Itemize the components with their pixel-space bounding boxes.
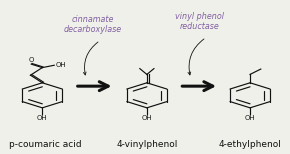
Text: OH: OH: [37, 115, 48, 121]
Text: cinnamate
decarboxylase: cinnamate decarboxylase: [64, 15, 122, 34]
Text: O: O: [29, 57, 34, 63]
Text: 4-vinylphenol: 4-vinylphenol: [116, 140, 177, 149]
Text: OH: OH: [56, 62, 66, 68]
Text: vinyl phenol
reductase: vinyl phenol reductase: [175, 12, 224, 31]
Text: OH: OH: [245, 115, 255, 121]
Text: p-coumaric acid: p-coumaric acid: [9, 140, 81, 149]
Text: OH: OH: [142, 115, 152, 121]
Text: 4-ethylphenol: 4-ethylphenol: [219, 140, 282, 149]
